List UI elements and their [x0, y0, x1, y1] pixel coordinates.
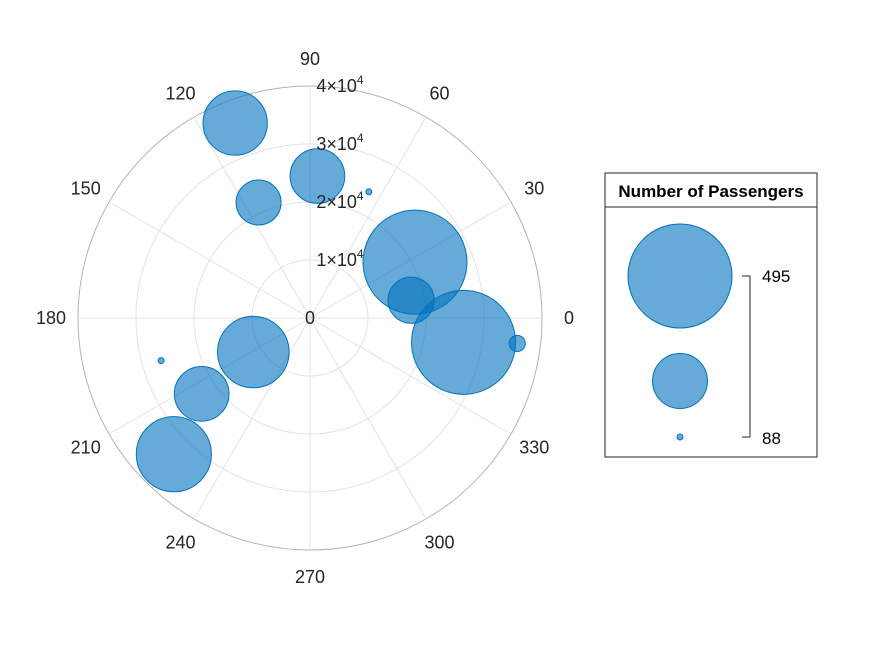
theta-tick-label: 90	[300, 49, 320, 69]
theta-tick-label: 180	[36, 308, 66, 328]
radial-tick-labels: 0 1×104 2×104 3×104 4×104	[305, 73, 364, 328]
legend-bracket	[742, 275, 751, 438]
legend-bubbles	[627, 223, 733, 441]
radial-tick-label: 1×104	[316, 247, 364, 270]
legend-max-label: 495	[762, 267, 790, 286]
legend-title: Number of Passengers	[618, 182, 803, 201]
theta-tick-label: 240	[165, 532, 195, 552]
bubble-point	[235, 179, 282, 226]
legend-bubble	[652, 353, 708, 409]
angular-grid-spoke	[309, 317, 427, 520]
bubble-point	[217, 315, 290, 389]
bubble-point	[135, 416, 212, 493]
radial-tick-label: 0	[305, 308, 315, 328]
legend-bubble	[676, 433, 684, 441]
radial-tick-label: 4×104	[316, 73, 364, 96]
radial-tick-label: 3×104	[316, 131, 364, 154]
bubble-point	[411, 289, 517, 395]
bubble-point	[157, 357, 165, 365]
legend-min-label: 88	[762, 429, 781, 448]
theta-tick-label: 330	[519, 438, 549, 458]
theta-tick-label: 210	[71, 438, 101, 458]
bubble-point	[202, 90, 268, 156]
angular-grid-spoke	[309, 317, 512, 435]
theta-tick-label: 0	[564, 308, 574, 328]
theta-tick-labels: 0 30 60 90 120 150 180 210 240 270 300 330	[36, 49, 574, 587]
radial-tick-label: 2×104	[316, 189, 364, 212]
angular-grid-spoke	[309, 116, 427, 319]
theta-tick-label: 150	[71, 179, 101, 199]
theta-tick-label: 60	[429, 84, 449, 104]
angular-grid-spoke	[108, 201, 311, 319]
theta-tick-label: 30	[524, 179, 544, 199]
angular-grid-spoke	[193, 317, 311, 520]
bubble-point	[365, 188, 373, 196]
bubble-series	[135, 90, 526, 493]
size-legend: Number of Passengers 495 88	[604, 172, 818, 458]
bubble-point	[173, 366, 230, 422]
bubble-point	[289, 148, 346, 204]
theta-tick-label: 120	[165, 84, 195, 104]
theta-tick-label: 270	[295, 567, 325, 587]
legend-bubble	[627, 223, 733, 329]
theta-tick-label: 300	[424, 532, 454, 552]
bubble-point	[508, 334, 526, 353]
